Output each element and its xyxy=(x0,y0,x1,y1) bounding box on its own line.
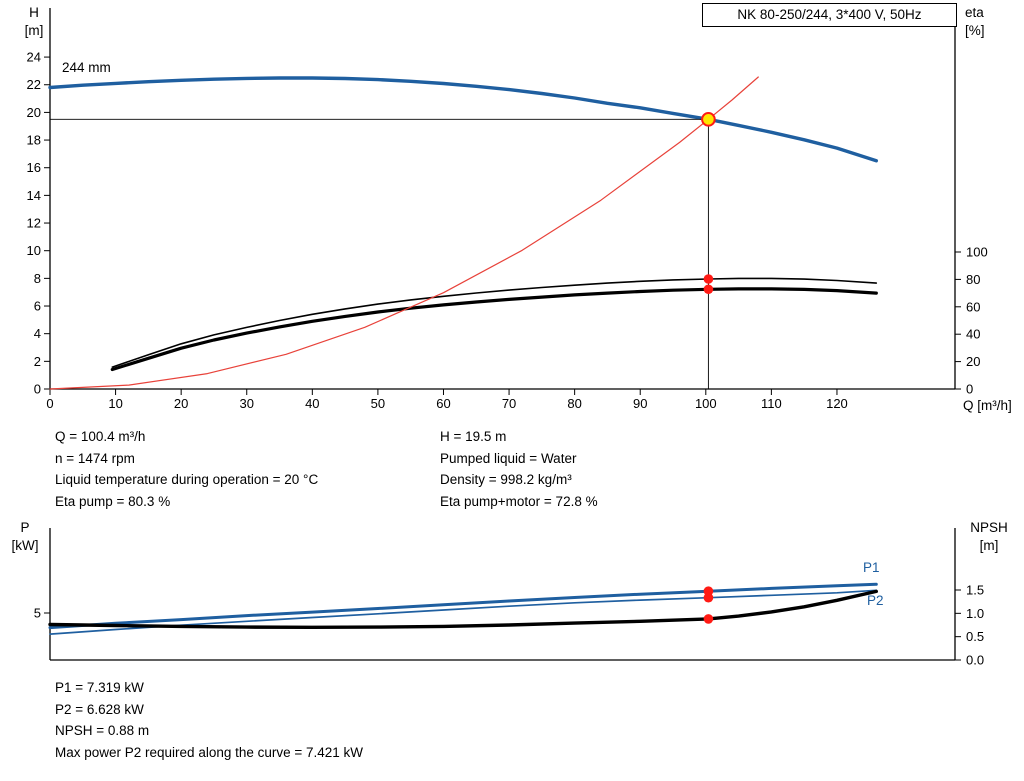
qh_eta-x-tick-label: 10 xyxy=(108,396,122,411)
qh_eta-right-tick-label: 0 xyxy=(966,382,973,397)
qh_eta-right-tick-label: 80 xyxy=(966,272,980,287)
qh_eta-left-tick-label: 12 xyxy=(27,216,41,231)
p1-curve-label: P1 xyxy=(863,560,880,575)
qh_eta-left-tick-label: 2 xyxy=(34,354,41,369)
h-axis-title: H [m] xyxy=(16,4,52,40)
power-results: P1 = 7.319 kW P2 = 6.628 kW NPSH = 0.88 … xyxy=(55,677,363,763)
result-npsh: NPSH = 0.88 m xyxy=(55,723,150,738)
qh_eta-x-tick-label: 60 xyxy=(436,396,450,411)
result-flow: Q = 100.4 m³/h xyxy=(55,429,146,444)
qh_eta-right-tick-label: 40 xyxy=(966,327,980,342)
result-liquid-temp: Liquid temperature during operation = 20… xyxy=(55,472,319,487)
pump-model-title: NK 80-250/244, 3*400 V, 50Hz xyxy=(702,3,957,27)
result-density: Density = 998.2 kg/m³ xyxy=(440,472,572,487)
operating-point-dot xyxy=(703,592,714,603)
curve-NPSH xyxy=(48,589,878,629)
result-head: H = 19.5 m xyxy=(440,429,507,444)
qh_eta-x-tick-label: 0 xyxy=(46,396,53,411)
qh_eta-x-tick-label: 20 xyxy=(174,396,188,411)
qh_eta-left-tick-label: 14 xyxy=(27,188,41,203)
result-p1: P1 = 7.319 kW xyxy=(55,680,144,695)
duty-results-right: H = 19.5 m Pumped liquid = Water Density… xyxy=(440,426,598,512)
operating-point-dot xyxy=(703,284,714,295)
p_npsh-left-tick-label: 5 xyxy=(34,606,41,621)
qh_eta-left-tick-label: 20 xyxy=(27,105,41,120)
p-axis-unit: [kW] xyxy=(11,538,39,553)
p2-curve-label: P2 xyxy=(867,593,884,608)
h-axis-unit: [m] xyxy=(24,23,44,38)
p_npsh-right-tick-label: 1.5 xyxy=(966,582,984,597)
eta-axis-unit: [%] xyxy=(965,23,985,38)
p_npsh-right-tick-label: 1.0 xyxy=(966,606,984,621)
q-axis-title: Q [m³/h] xyxy=(963,398,1012,413)
qh_eta-x-tick-label: 90 xyxy=(633,396,647,411)
result-max-p2: Max power P2 required along the curve = … xyxy=(55,744,364,760)
p-axis-title: P [kW] xyxy=(4,519,46,555)
npsh-axis-title: NPSH [m] xyxy=(962,519,1016,555)
curve-eta-pump-motor xyxy=(110,287,878,372)
curve-P1 xyxy=(48,582,878,630)
qh_eta-right-tick-label: 100 xyxy=(966,245,988,260)
qh_eta-left-tick-label: 6 xyxy=(34,299,41,314)
result-p2: P2 = 6.628 kW xyxy=(55,701,144,717)
curve-H-curve-244mm xyxy=(48,76,878,163)
qh_eta-right-tick-label: 60 xyxy=(966,299,980,314)
result-speed: n = 1474 rpm xyxy=(55,450,135,466)
qh_eta-x-tick-label: 70 xyxy=(502,396,516,411)
curve-system-curve xyxy=(49,76,759,390)
qh_eta-left-tick-label: 24 xyxy=(27,50,41,65)
qh_eta-x-tick-label: 120 xyxy=(826,396,848,411)
eta-axis-title: eta [%] xyxy=(965,4,1015,40)
eta-axis-symbol: eta xyxy=(965,5,984,20)
qh_eta-x-tick-label: 80 xyxy=(567,396,581,411)
qh_eta-x-tick-label: 30 xyxy=(240,396,254,411)
qh_eta-left-tick-label: 22 xyxy=(27,77,41,92)
impeller-diameter-label: 244 mm xyxy=(62,60,111,75)
qh_eta-x-tick-label: 110 xyxy=(761,396,782,411)
curve-P2 xyxy=(49,589,878,635)
curve-eta-pump xyxy=(111,277,878,368)
qh_eta-left-tick-label: 0 xyxy=(34,382,41,397)
qh_eta-x-tick-label: 100 xyxy=(695,396,717,411)
operating-point-dot xyxy=(703,274,714,284)
npsh-axis-unit: [m] xyxy=(979,538,999,553)
qh_eta-x-tick-label: 40 xyxy=(305,396,319,411)
duty-results-left: Q = 100.4 m³/h n = 1474 rpm Liquid tempe… xyxy=(55,426,318,512)
qh_eta-left-tick-label: 16 xyxy=(27,160,41,175)
duty-point-marker xyxy=(701,112,716,127)
p_npsh-right-tick-label: 0.5 xyxy=(966,629,984,644)
result-eta-pump: Eta pump = 80.3 % xyxy=(55,493,171,509)
npsh-axis-symbol: NPSH xyxy=(970,520,1008,535)
p_npsh-right-tick-label: 0.0 xyxy=(966,653,984,668)
p-axis-symbol: P xyxy=(20,520,30,535)
qh_eta-left-tick-label: 8 xyxy=(34,271,41,286)
operating-point-dot xyxy=(703,614,714,624)
qh_eta-left-tick-label: 18 xyxy=(27,133,41,148)
h-axis-symbol: H xyxy=(29,5,39,20)
qh_eta-left-tick-label: 4 xyxy=(34,326,41,341)
result-pumped-liquid: Pumped liquid = Water xyxy=(440,450,577,466)
result-eta-pump-motor: Eta pump+motor = 72.8 % xyxy=(440,493,598,509)
qh_eta-left-tick-label: 10 xyxy=(27,243,41,258)
qh_eta-x-tick-label: 50 xyxy=(371,396,385,411)
qh_eta-right-tick-label: 20 xyxy=(966,354,980,369)
